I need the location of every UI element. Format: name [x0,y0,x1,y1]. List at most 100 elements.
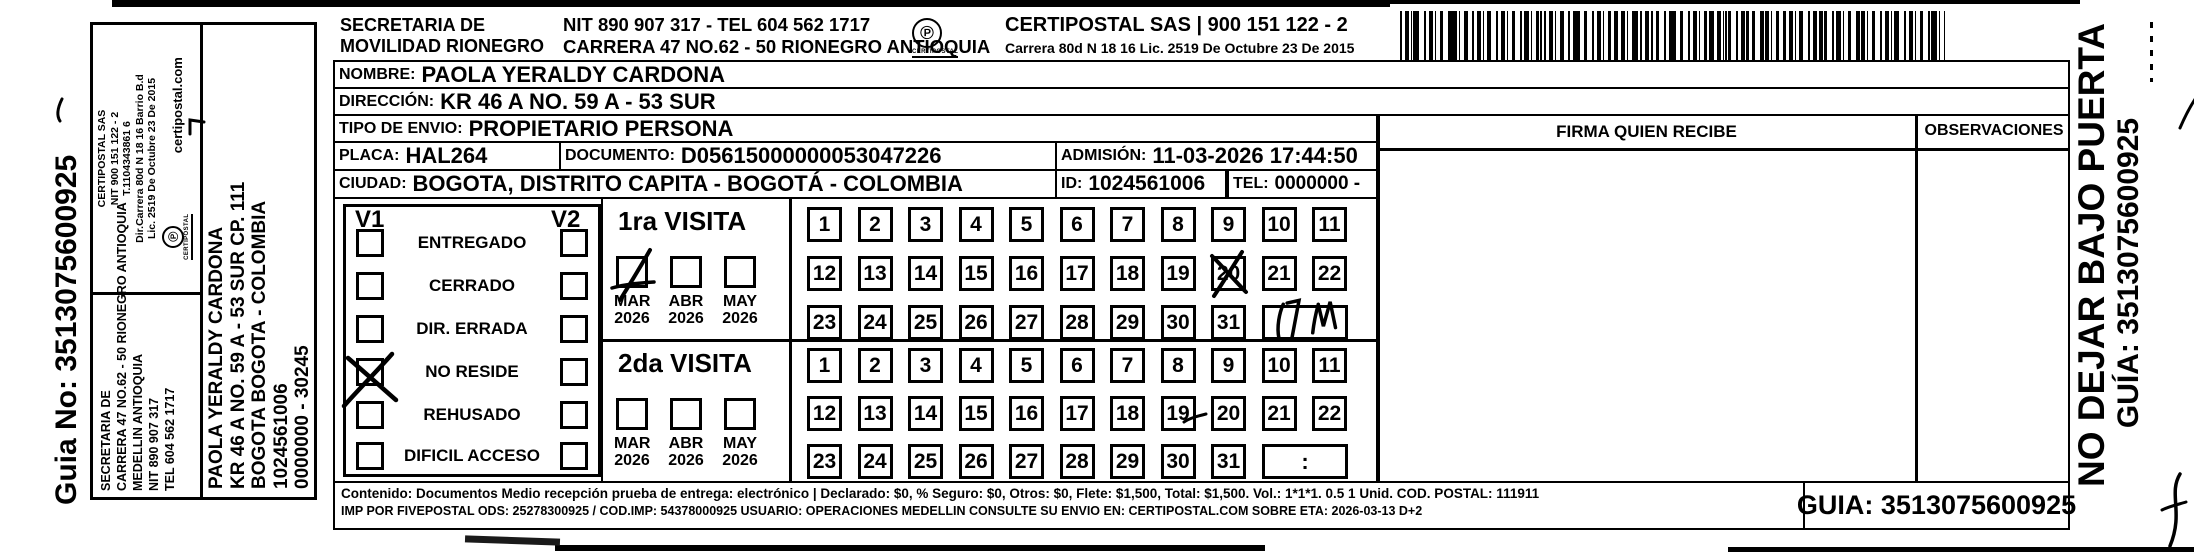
field-tipo-envio-value: PROPIETARIO PERSONA [468,115,734,141]
day-cell[interactable]: 28 [1059,444,1095,479]
observaciones-area[interactable] [1918,151,2068,481]
day-cell[interactable]: 13 [857,396,893,431]
handwritten-x-day-20 [1210,250,1248,298]
day-cell[interactable]: 21 [1261,256,1297,291]
sidebar-recipient-block: PAOLA YERALDY CARDONA KR 46 A NO. 59 A - … [203,25,314,497]
day-cell[interactable]: 8 [1160,207,1196,242]
month-year: 2026 [668,452,704,469]
header-org-line1: SECRETARIA DE [340,15,486,35]
day-cell[interactable]: 23 [807,444,842,479]
month-checkbox[interactable] [616,398,648,430]
status-checkbox-v2[interactable] [560,358,588,386]
day-cell[interactable]: 28 [1059,305,1095,340]
day-cell[interactable]: 19 [1160,256,1196,291]
day-cell[interactable]: 26 [958,305,994,340]
day-cell[interactable]: 22 [1312,396,1347,431]
month-year: 2026 [722,452,758,469]
day-cell[interactable]: 7 [1110,207,1145,242]
day-cell[interactable]: 8 [1160,348,1196,383]
status-checkbox-v1[interactable] [356,442,384,470]
day-cell[interactable]: 5 [1009,207,1044,242]
status-checkbox-v1[interactable] [356,315,384,343]
status-label: NO RESIDE [425,362,519,381]
day-cell[interactable]: 10 [1261,348,1297,383]
month-checkbox[interactable] [670,398,702,430]
day-cell[interactable]: 7 [1110,348,1145,383]
day-cell[interactable]: 25 [908,305,943,340]
day-cell[interactable]: 22 [1312,256,1347,291]
day-cell[interactable]: 5 [1009,348,1044,383]
month-checkbox[interactable] [724,398,756,430]
scan-artifact-bottom-strip-2 [1728,547,2194,552]
day-cell[interactable]: 16 [1009,396,1044,431]
day-cell[interactable]: 24 [857,444,893,479]
day-cell[interactable]: 4 [958,207,994,242]
day-cell[interactable]: 24 [857,305,893,340]
status-checkbox-v2[interactable] [560,401,588,429]
day-cell[interactable]: 18 [1110,256,1145,291]
day-cell[interactable]: 3 [908,207,943,242]
month-year: 2026 [722,310,758,327]
day-cell[interactable]: 31 [1211,305,1246,340]
day-cell[interactable]: 2 [857,348,893,383]
second-visit-days-row1: 1 2 3 4 5 6 7 8 9 10 11 [807,348,1347,383]
status-checkbox-v2[interactable] [560,229,588,257]
month-checkbox[interactable] [724,256,756,288]
day-cell[interactable]: 10 [1261,207,1297,242]
sender-lines: SECRETARIA DE CARRERA 47 NO.62 - 50 RIONE… [99,202,177,491]
month-name: MAY [722,293,758,310]
status-checkbox-v1[interactable] [356,272,384,300]
day-cell[interactable]: 14 [908,256,943,291]
day-cell[interactable]: 25 [908,444,943,479]
day-cell[interactable]: 26 [958,444,994,479]
day-cell[interactable]: 17 [1059,256,1095,291]
day-cell[interactable]: 1 [807,207,842,242]
day-cell[interactable]: 31 [1211,444,1246,479]
day-cell[interactable]: 15 [958,256,994,291]
day-cell[interactable]: 9 [1211,348,1246,383]
day-cell[interactable]: 30 [1160,305,1196,340]
day-cell[interactable]: 21 [1261,396,1297,431]
day-cell[interactable]: 23 [807,305,842,340]
firma-signature-area[interactable] [1380,151,1915,481]
day-cell[interactable]: 12 [807,396,842,431]
day-cell[interactable]: 3 [908,348,943,383]
status-checkbox-v2[interactable] [560,442,588,470]
day-cell[interactable]: 15 [958,396,994,431]
month-year: 2026 [614,310,650,327]
day-cell[interactable]: 14 [908,396,943,431]
status-checkbox-v2[interactable] [560,315,588,343]
month-checkbox[interactable] [670,256,702,288]
day-cell[interactable]: 27 [1009,305,1044,340]
second-visit-time-box[interactable]: : [1262,444,1348,479]
day-cell[interactable]: 19 [1160,396,1196,431]
day-cell[interactable]: 11 [1312,348,1347,383]
pen-slash-right-edge [2178,98,2194,130]
status-checkbox-v1[interactable] [356,358,384,386]
day-cell[interactable]: 2 [857,207,893,242]
day-cell[interactable]: 17 [1059,396,1095,431]
day-cell[interactable]: 12 [807,256,842,291]
field-documento-label: DOCUMENTO: [565,147,675,164]
day-cell[interactable]: 1 [807,348,842,383]
status-row: CERRADO [346,272,598,300]
status-checkbox-v1[interactable] [356,229,384,257]
day-cell[interactable]: 20 [1211,396,1246,431]
day-cell[interactable]: 18 [1110,396,1145,431]
day-cell[interactable]: 6 [1059,348,1095,383]
day-cell[interactable]: 29 [1110,305,1145,340]
day-cell[interactable]: 9 [1211,207,1246,242]
day-cell[interactable]: 30 [1160,444,1196,479]
field-nombre: NOMBRE: PAOLA YERALDY CARDONA [333,60,2070,89]
day-cell[interactable]: 13 [857,256,893,291]
day-cell[interactable]: 6 [1059,207,1095,242]
status-checkbox-v1[interactable] [356,401,384,429]
day-cell[interactable]: 16 [1009,256,1044,291]
day-cell[interactable]: 11 [1312,207,1347,242]
day-cell[interactable]: 29 [1110,444,1145,479]
day-cell[interactable]: 4 [958,348,994,383]
status-checkbox-v2[interactable] [560,272,588,300]
field-direccion-label: DIRECCIÓN: [339,92,435,110]
day-cell[interactable]: 27 [1009,444,1044,479]
